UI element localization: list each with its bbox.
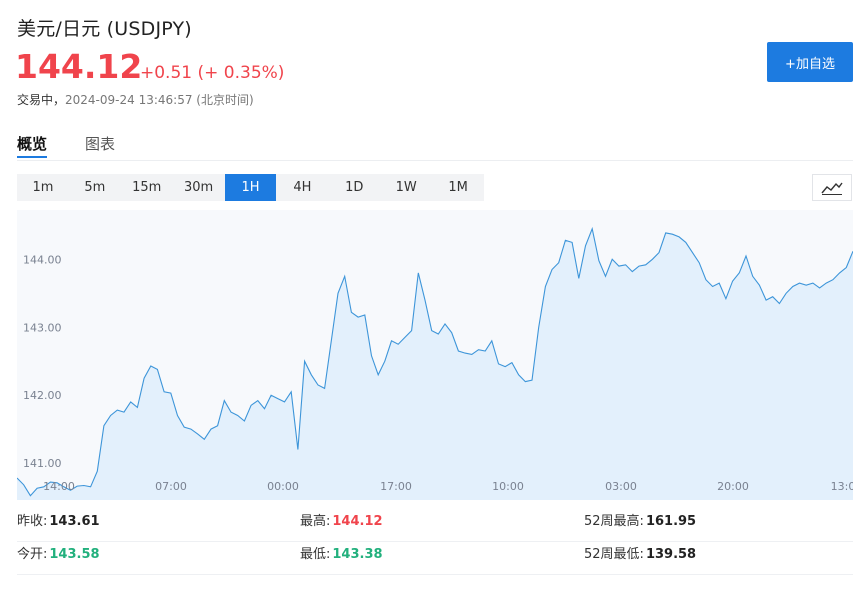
interval-1m-button[interactable]: 1M	[448, 180, 468, 195]
x-tick-label: 17:00	[380, 480, 412, 493]
interval-5m-button[interactable]: 5m	[84, 180, 106, 195]
status-label: 交易中，	[17, 93, 66, 107]
interval-4h-button[interactable]: 4H	[293, 180, 312, 195]
tab-bar: 概览 图表	[17, 133, 153, 161]
trading-status: 交易中，2024-09-24 13:46:57 (北京时间)	[17, 91, 254, 108]
add-watchlist-button[interactable]: +加自选	[767, 42, 853, 82]
interval-1d-button[interactable]: 1D	[345, 180, 364, 195]
stat-label: 52周最低:	[584, 547, 644, 562]
price-change: +0.51 (+ 0.35%)	[140, 63, 285, 83]
chart-svg: 141.00 142.00 143.00 144.00 14:00 07:00 00:00 1…	[16, 210, 855, 501]
tab-chart[interactable]: 图表	[85, 135, 116, 153]
stat-low: 最低: 143.38	[300, 541, 383, 569]
tab-divider	[17, 160, 853, 161]
x-tick-label: 00:00	[267, 480, 299, 493]
stat-label: 52周最高:	[584, 514, 644, 529]
price-line	[16, 226, 854, 497]
price-area-fill	[17, 228, 853, 501]
stat-open: 今开: 143.58	[17, 541, 100, 569]
y-tick-label: 141.00	[23, 457, 62, 470]
interval-selector: 1m 5m 15m 30m 1H 4H 1D 1W 1M	[17, 174, 484, 201]
x-tick-label: 13:0	[831, 480, 853, 493]
interval-1h-button[interactable]: 1H	[224, 174, 277, 201]
stats-row-2: 今开: 143.58 最低: 143.38 52周最低: 139.58	[17, 541, 853, 575]
stat-label: 最高:	[300, 514, 331, 529]
stat-value: 143.58	[49, 547, 100, 562]
stat-value: 139.58	[645, 547, 697, 562]
stat-52w-low: 52周最低: 139.58	[584, 541, 696, 569]
y-tick-label: 144.00	[23, 253, 62, 266]
y-tick-label: 142.00	[23, 389, 62, 402]
stat-52w-high: 52周最高: 161.95	[584, 508, 696, 536]
stat-label: 今开:	[17, 547, 48, 562]
stat-value: 143.38	[332, 547, 383, 562]
current-price: 144.12	[15, 47, 143, 86]
line-chart-icon	[821, 182, 843, 195]
tab-overview[interactable]: 概览	[17, 133, 48, 161]
interval-1m-button[interactable]: 1m	[32, 180, 54, 195]
stat-prev-close: 昨收: 143.61	[17, 508, 100, 536]
x-tick-label: 03:00	[605, 480, 637, 493]
timestamp: 2024-09-24 13:46:57 (北京时间)	[65, 93, 254, 107]
x-tick-label: 07:00	[155, 480, 187, 493]
x-tick-label: 14:00	[43, 480, 75, 493]
stat-value: 144.12	[332, 514, 383, 529]
stat-value: 143.61	[49, 514, 100, 529]
y-tick-label: 143.00	[23, 321, 62, 334]
chart-type-toggle[interactable]	[812, 174, 852, 201]
stat-label: 昨收:	[17, 514, 48, 529]
pair-title: 美元/日元 (USDJPY)	[17, 18, 192, 40]
interval-15m-button[interactable]: 15m	[132, 180, 162, 195]
x-tick-label: 10:00	[492, 480, 524, 493]
interval-30m-button[interactable]: 30m	[184, 180, 214, 195]
price-chart: 141.00 142.00 143.00 144.00 14:00 07:00 00:00 1…	[16, 210, 855, 501]
interval-1w-button[interactable]: 1W	[395, 180, 417, 195]
stat-label: 最低:	[300, 547, 331, 562]
x-tick-label: 20:00	[717, 480, 749, 493]
stat-high: 最高: 144.12	[300, 508, 383, 536]
stats-row-1: 昨收: 143.61 最高: 144.12 52周最高: 161.95	[17, 508, 853, 542]
stat-value: 161.95	[645, 514, 697, 529]
